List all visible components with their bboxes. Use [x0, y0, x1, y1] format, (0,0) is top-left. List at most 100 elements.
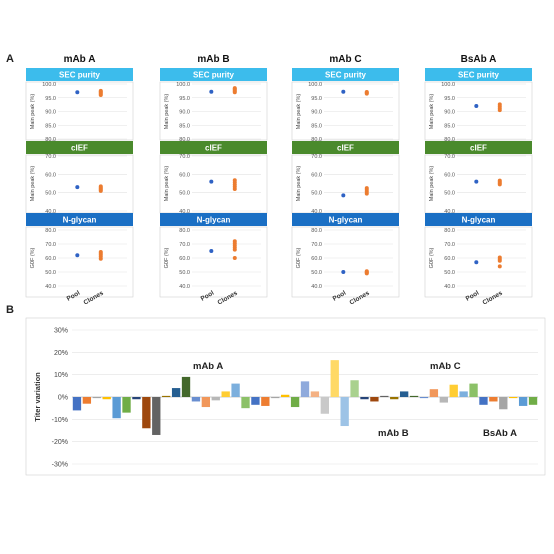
- tick-label: 80.0: [45, 137, 56, 143]
- clone-point: [98, 88, 103, 93]
- tick-label: 50.0: [45, 191, 56, 197]
- tick-label: 85.0: [45, 123, 56, 129]
- titer-bar: [489, 397, 498, 402]
- titer-bar: [142, 397, 151, 429]
- titer-bar: [380, 395, 389, 397]
- tick-label: 50.0: [444, 270, 455, 276]
- tick-label: 50.0: [179, 270, 190, 276]
- titer-bar: [479, 397, 488, 405]
- titer-bar: [300, 381, 310, 397]
- section-title: SEC purity: [193, 71, 234, 80]
- titer-bar: [310, 391, 320, 397]
- pool-point: [209, 89, 214, 94]
- titer-bar: [439, 397, 448, 403]
- tick-label: 85.0: [311, 123, 322, 129]
- tick-label: 60.0: [179, 256, 190, 262]
- y-axis-label: G0F (%): [429, 247, 435, 268]
- section-banner: [160, 213, 267, 226]
- section-title: N-glycan: [197, 216, 231, 225]
- tick-label: 40.0: [311, 209, 322, 215]
- tick-label: 80.0: [179, 228, 190, 234]
- titer-bar: [429, 389, 439, 397]
- titer-bar: [191, 397, 201, 402]
- titer-bar: [201, 397, 211, 408]
- section-banner: [292, 213, 399, 226]
- tick-label: 40.0: [444, 284, 455, 290]
- tick-label: 20%: [54, 350, 68, 357]
- y-axis-label: Main peak (%): [429, 166, 435, 202]
- titer-bar: [499, 397, 508, 410]
- plot-frame: [25, 81, 134, 141]
- tick-label: 85.0: [179, 123, 190, 129]
- titer-bar: [251, 397, 260, 405]
- tick-label: 100.0: [441, 82, 455, 88]
- titer-bar: [459, 391, 468, 397]
- tick-label: 40.0: [179, 284, 190, 290]
- titer-bar: [528, 397, 538, 405]
- tick-label: 70.0: [45, 242, 56, 248]
- tick-label: 30%: [54, 328, 68, 335]
- titer-bar: [399, 391, 409, 397]
- panel-b: B 30% 20% 10% 0% -10% -20% -30% Titer variation m…: [6, 304, 546, 476]
- tick-label: 70.0: [444, 154, 455, 160]
- section-banner: [292, 68, 399, 81]
- y-axis-label: Main peak (%): [30, 166, 36, 202]
- clone-point: [497, 102, 502, 107]
- pool-point: [341, 89, 346, 94]
- plot-frame: [424, 81, 533, 141]
- tick-label: 90.0: [179, 110, 190, 116]
- y-axis-label: Main peak (%): [296, 166, 302, 202]
- tick-label: 70.0: [179, 154, 190, 160]
- tick-label: 50.0: [179, 191, 190, 197]
- pool-point: [341, 193, 346, 198]
- section-banner: [160, 141, 267, 154]
- tick-label: 50.0: [311, 191, 322, 197]
- y-axis-label: G0F (%): [164, 247, 170, 268]
- titer-bar: [290, 397, 300, 408]
- group-label: mAb B: [378, 428, 409, 439]
- clone-point: [497, 264, 502, 269]
- titer-bar: [370, 397, 379, 402]
- tick-label: 85.0: [444, 123, 455, 129]
- section-banner: [160, 68, 267, 81]
- section-title: N-glycan: [63, 216, 97, 225]
- section-title: cIEF: [337, 144, 354, 153]
- tick-label: 90.0: [444, 110, 455, 116]
- antibody-title: BsAb A: [461, 54, 497, 65]
- titer-bar: [409, 395, 419, 397]
- titer-bar: [102, 397, 111, 400]
- clone-point: [232, 256, 237, 260]
- titer-bar: [281, 394, 290, 397]
- plot-frame: [424, 226, 533, 298]
- clone-point: [364, 186, 369, 191]
- section-title: cIEF: [71, 144, 88, 153]
- tick-label: 60.0: [311, 256, 322, 262]
- tick-label: 0%: [58, 395, 68, 402]
- y-axis-label: Main peak (%): [429, 94, 435, 130]
- y-axis-label: Titer variation: [33, 372, 42, 422]
- titer-bar: [330, 360, 339, 397]
- tick-label: 70.0: [311, 242, 322, 248]
- tick-label: 80.0: [444, 228, 455, 234]
- tick-label: 100.0: [308, 82, 322, 88]
- tick-label: 90.0: [45, 110, 56, 116]
- titer-bar: [82, 397, 92, 404]
- pool-point: [75, 90, 80, 95]
- panel-b-label: B: [6, 304, 14, 316]
- y-axis-label: G0F (%): [296, 247, 302, 268]
- tick-label: 70.0: [179, 242, 190, 248]
- section-title: N-glycan: [462, 216, 496, 225]
- tick-label: 40.0: [444, 209, 455, 215]
- panel-a-label: A: [6, 53, 14, 65]
- titer-bar: [360, 397, 369, 400]
- tick-label: 60.0: [45, 256, 56, 262]
- titer-bar: [390, 397, 399, 400]
- clone-point: [98, 184, 103, 189]
- tick-label: 10%: [54, 372, 68, 379]
- tick-label: 95.0: [311, 96, 322, 102]
- section-title: cIEF: [470, 144, 487, 153]
- tick-label: 70.0: [444, 242, 455, 248]
- tick-label: 70.0: [45, 154, 56, 160]
